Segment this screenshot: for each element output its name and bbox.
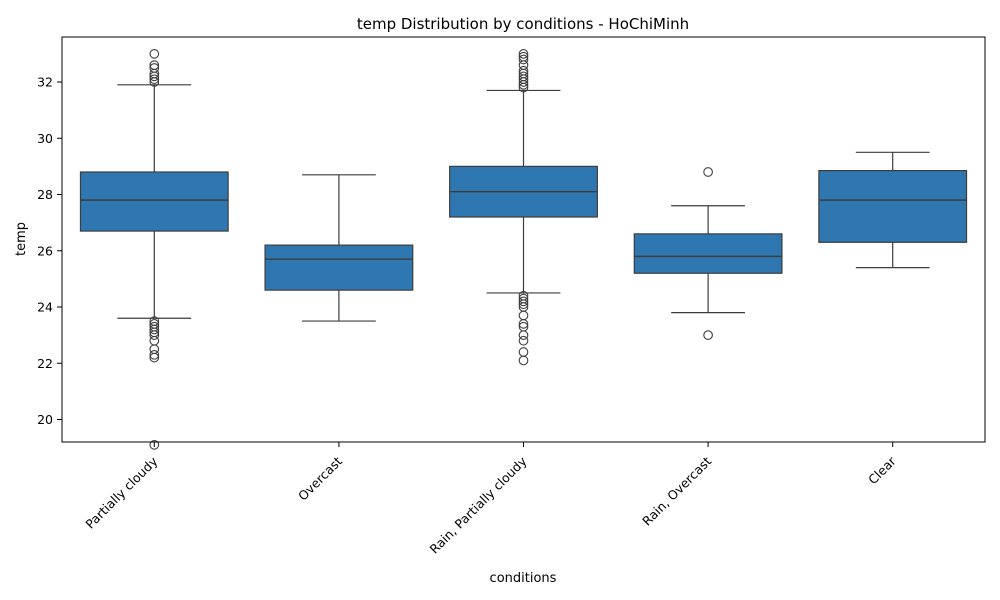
x-tick-label: Rain, Partially cloudy bbox=[427, 453, 531, 557]
y-tick-label: 20 bbox=[37, 412, 53, 427]
outlier-point bbox=[149, 324, 160, 335]
outlier-point bbox=[149, 77, 160, 87]
box-group bbox=[449, 49, 598, 366]
x-tick-label: Overcast bbox=[295, 453, 345, 503]
plot-area bbox=[79, 49, 968, 450]
outlier-point bbox=[518, 82, 529, 93]
box-group bbox=[264, 174, 414, 322]
outlier-point bbox=[149, 74, 160, 85]
box-group bbox=[818, 151, 968, 269]
y-tick-label: 24 bbox=[37, 300, 53, 315]
outlier-point bbox=[149, 49, 160, 59]
x-tick-label: Partially cloudy bbox=[82, 453, 160, 531]
x-tick-label: Rain, Overcast bbox=[639, 453, 714, 528]
outlier-point bbox=[518, 54, 529, 65]
outlier-point bbox=[518, 299, 529, 310]
outlier-point bbox=[703, 167, 713, 177]
outlier-point bbox=[518, 77, 529, 87]
outlier-point bbox=[149, 439, 160, 450]
chart-title: temp Distribution by conditions - HoChiM… bbox=[357, 15, 689, 33]
outlier-point bbox=[703, 330, 713, 340]
outlier-point bbox=[518, 79, 529, 90]
outlier-point bbox=[518, 347, 529, 357]
outlier-point bbox=[518, 355, 529, 366]
outlier-point bbox=[518, 330, 529, 340]
outlier-point bbox=[149, 71, 160, 82]
box bbox=[818, 169, 968, 243]
x-tick-label: Clear bbox=[865, 453, 899, 487]
outlier-point bbox=[149, 330, 160, 340]
outlier-point bbox=[518, 319, 529, 329]
outlier-point bbox=[149, 335, 160, 346]
outlier-point bbox=[149, 352, 160, 363]
box-group bbox=[633, 167, 783, 340]
outlier-point bbox=[518, 310, 529, 321]
y-tick-label: 30 bbox=[37, 131, 53, 146]
box bbox=[264, 244, 414, 291]
box bbox=[79, 171, 229, 232]
y-tick-label: 28 bbox=[37, 187, 53, 202]
y-tick-label: 22 bbox=[37, 356, 53, 371]
outlier-point bbox=[149, 349, 160, 360]
outlier-point bbox=[518, 296, 529, 307]
box-group bbox=[79, 49, 229, 450]
outlier-point bbox=[518, 49, 529, 59]
x-axis-label: conditions bbox=[490, 571, 557, 586]
y-axis-label: temp bbox=[14, 222, 29, 256]
outlier-point bbox=[518, 335, 529, 346]
y-tick-label: 26 bbox=[37, 243, 53, 258]
y-tick-label: 32 bbox=[37, 75, 53, 90]
box bbox=[633, 233, 783, 274]
